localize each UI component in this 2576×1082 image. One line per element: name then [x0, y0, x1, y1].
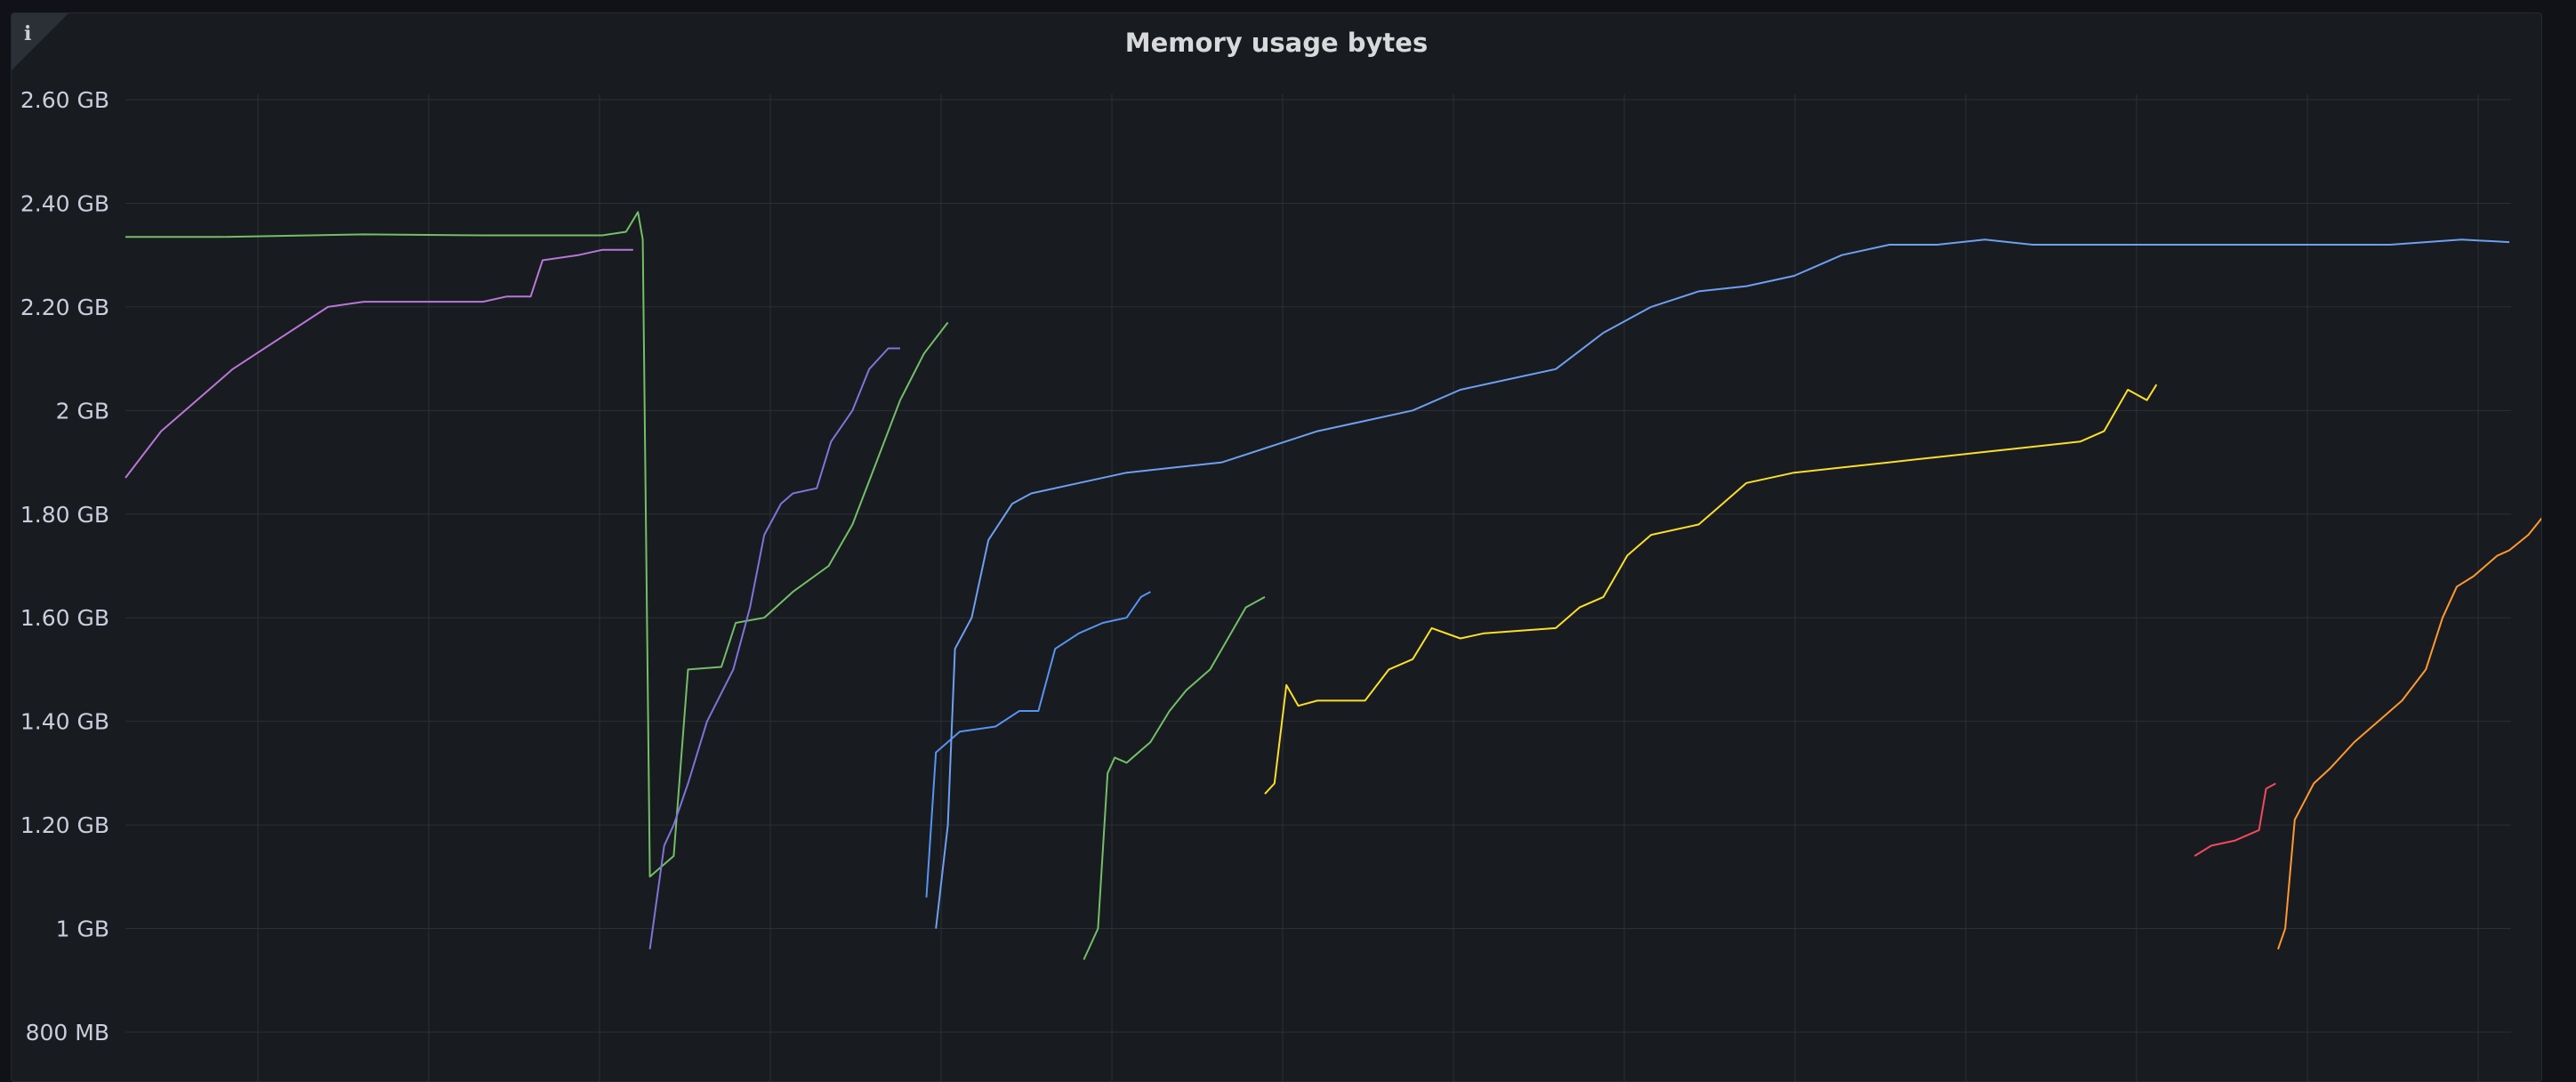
chart-panel: 2.60 GB 2.40 GB 2.20 GB 2 GB 1.80 GB 1.60 GB 1… [11, 12, 2542, 1082]
y-tick-label: 2.40 GB [20, 190, 109, 216]
series-line-7[interactable] [1264, 384, 2158, 795]
series-line-2[interactable] [125, 248, 633, 479]
y-tick-label: 1.60 GB [20, 605, 109, 631]
y-tick-label: 2.60 GB [20, 87, 109, 113]
series-line-1[interactable] [125, 211, 949, 878]
panel-title[interactable]: Memory usage bytes [1124, 28, 1429, 58]
series-line-8[interactable] [2194, 782, 2276, 857]
y-tick-label: 2.20 GB [20, 295, 109, 320]
y-tick-label: 2 GB [56, 398, 109, 424]
y-tick-label: 1 GB [56, 916, 109, 942]
y-axis-tick-labels: 2.60 GB 2.40 GB 2.20 GB 2 GB 1.80 GB 1.60 GB 1… [20, 87, 109, 1046]
series-line-5[interactable] [935, 238, 2510, 929]
y-tick-label: 1.40 GB [20, 709, 109, 735]
y-tick-label: 1.20 GB [20, 812, 109, 838]
info-icon[interactable]: i [24, 22, 32, 45]
line-chart: 2.60 GB 2.40 GB 2.20 GB 2 GB 1.80 GB 1.60 GB 1… [20, 87, 2541, 1081]
series-line-9[interactable] [2277, 514, 2541, 950]
series-lines [125, 211, 2541, 960]
y-tick-label: 800 MB [26, 1020, 109, 1046]
info-corner[interactable] [12, 13, 68, 70]
y-tick-label: 1.80 GB [20, 502, 109, 528]
series-line-4[interactable] [925, 591, 1151, 898]
series-line-6[interactable] [1083, 596, 1266, 960]
series-line-3[interactable] [648, 347, 900, 949]
grid-lines [125, 94, 2511, 1081]
